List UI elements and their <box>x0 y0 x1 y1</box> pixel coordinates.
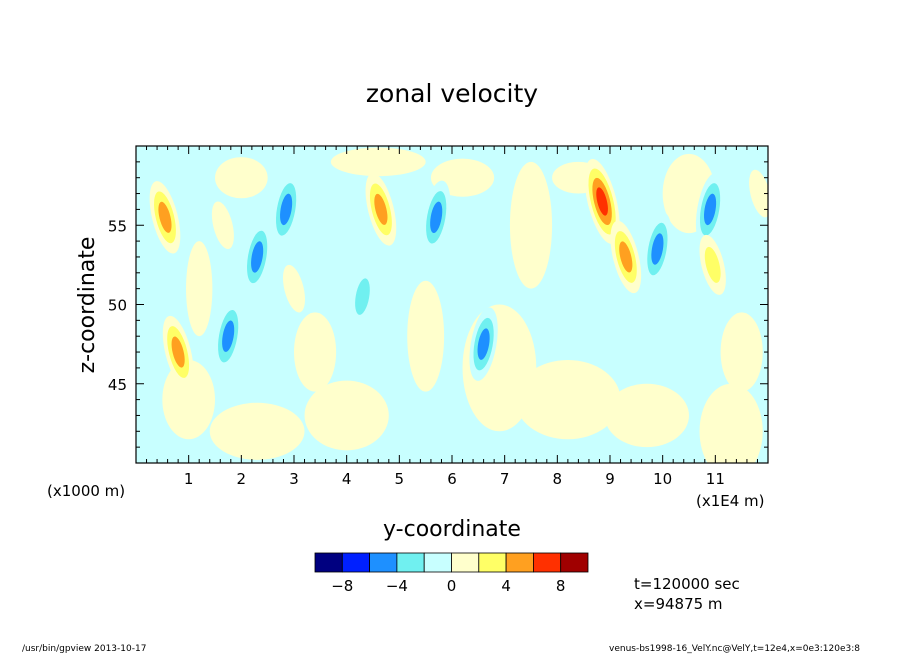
colorbar-swatch <box>396 552 425 573</box>
y-tick-label: 55 <box>108 217 127 235</box>
contour-region <box>304 380 389 451</box>
contour-region <box>186 241 213 337</box>
contour-feature <box>158 201 172 233</box>
x-tick-label: 8 <box>553 470 563 488</box>
contour-feature <box>374 193 388 225</box>
contour-feature <box>749 169 768 218</box>
footer-left: /usr/bin/gpview 2013-10-17 <box>22 644 146 654</box>
contour-feature <box>171 336 185 368</box>
x-tick-label: 2 <box>237 470 247 488</box>
contour-region <box>720 312 763 392</box>
contour-feature <box>222 320 235 352</box>
contour-region <box>162 359 216 440</box>
contour-feature <box>477 328 490 360</box>
contour-region <box>407 280 445 392</box>
x-tick-label: 3 <box>289 470 299 488</box>
x-tick-label: 11 <box>706 470 725 488</box>
contour-feature <box>430 201 443 234</box>
x-tick-label: 9 <box>605 470 615 488</box>
contour-feature <box>282 264 306 313</box>
contour-field <box>136 147 768 463</box>
colorbar-swatch <box>478 552 507 573</box>
colorbar-swatch <box>451 552 480 573</box>
time-annotation: t=120000 sec <box>634 575 740 593</box>
contour-feature <box>703 193 717 226</box>
contour-region <box>515 359 621 440</box>
contour-feature <box>651 233 664 265</box>
x-tick-label: 4 <box>342 470 352 488</box>
x-axis-ticks: 1 2 3 4 5 6 7 8 9 10 11 <box>135 146 769 488</box>
contour-feature <box>251 241 264 273</box>
chart-title: zonal velocity <box>366 79 538 108</box>
contour-region <box>699 383 763 463</box>
colorbar-swatch <box>423 552 452 573</box>
colorbar-swatch <box>505 552 534 573</box>
colorbar: −8 −4 0 4 8 <box>314 552 589 595</box>
y-tick-label: 45 <box>108 376 127 394</box>
colorbar-swatch <box>533 552 562 573</box>
x-tick-label: 7 <box>500 470 510 488</box>
colorbar-swatch <box>341 552 370 573</box>
colorbar-swatch <box>560 552 589 573</box>
contour-region <box>215 157 268 199</box>
contour-region <box>509 161 553 289</box>
colorbar-tick-label: −4 <box>386 577 408 595</box>
contour-feature <box>355 278 370 315</box>
colorbar-tick-label: 8 <box>556 577 566 595</box>
x-tick-label: 1 <box>184 470 194 488</box>
x-tick-label: 6 <box>447 470 457 488</box>
x-axis-label: y-coordinate <box>383 517 521 542</box>
contour-feature <box>704 246 721 283</box>
x-scale-label: (x1E4 m) <box>696 492 765 510</box>
contour-region <box>294 312 337 392</box>
contour-feature <box>280 193 293 226</box>
y-axis-ticks: 45 50 55 <box>108 145 768 464</box>
contour-feature <box>596 187 608 216</box>
colorbar-swatch <box>314 552 343 573</box>
contour-region <box>330 147 426 177</box>
contour-region <box>604 383 689 448</box>
colorbar-swatch <box>369 552 398 573</box>
contour-feature <box>619 241 633 273</box>
colorbar-tick-label: −8 <box>331 577 353 595</box>
y-tick-label: 50 <box>108 297 127 315</box>
contour-region <box>136 296 168 408</box>
colorbar-tick-label: 4 <box>501 577 511 595</box>
colorbar-tick-label: 0 <box>447 577 457 595</box>
footer-right: venus-bs1998-16_VelY.nc@VelY,t=12e4,x=0e… <box>609 644 860 654</box>
contour-feature <box>211 201 234 250</box>
x-offset-label: (x1000 m) <box>47 482 125 500</box>
x-tick-label: 5 <box>395 470 405 488</box>
x-tick-label: 10 <box>653 470 672 488</box>
contour-region <box>209 402 305 460</box>
position-annotation: x=94875 m <box>634 595 723 613</box>
y-axis-label: z-coordinate <box>75 237 100 374</box>
